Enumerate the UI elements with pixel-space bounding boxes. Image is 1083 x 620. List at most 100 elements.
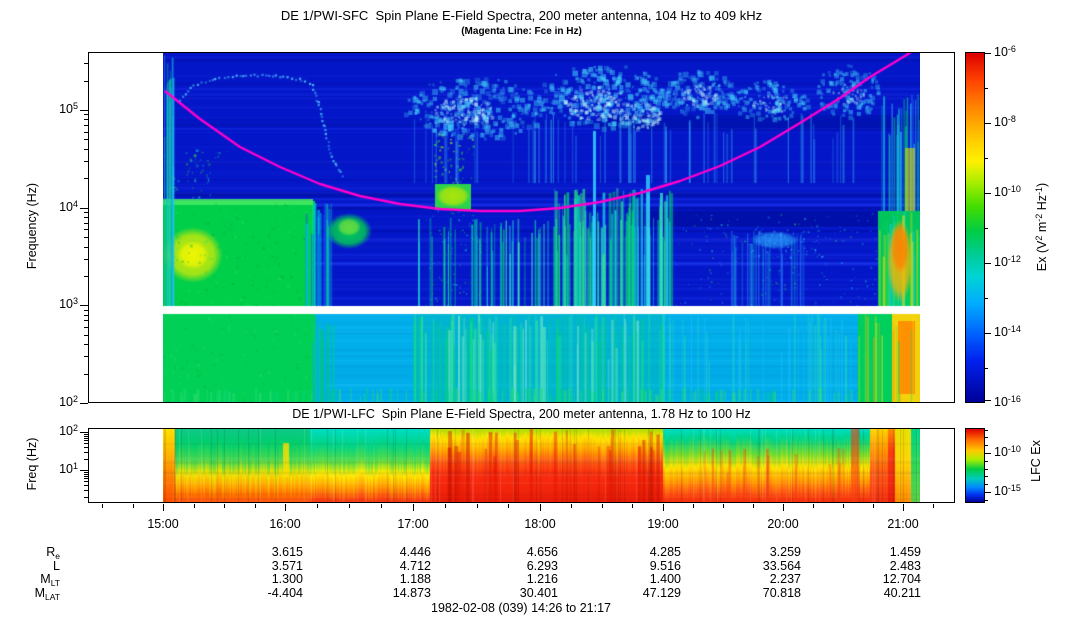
sfc-cbar-major-tick [984, 263, 991, 264]
time-minor-tick [193, 504, 195, 508]
time-minor-tick [570, 504, 572, 508]
time-major-tick [163, 504, 164, 511]
orbit-row-label: L [53, 559, 60, 573]
sfc-cbar-tick-label: 10-10 [994, 184, 1021, 199]
sfc-y-major-tick [80, 109, 88, 111]
orbit-value: 2.237 [769, 572, 801, 586]
lfc-y-minor-tick [84, 478, 88, 480]
sfc-y-minor-tick [84, 212, 88, 214]
footer-daterange: 1982-02-08 (039) 14:26 to 21:17 [431, 601, 611, 615]
time-tick-label: 15:00 [147, 517, 179, 531]
sfc-y-minor-tick [84, 246, 88, 248]
orbit-value: 4.712 [399, 559, 431, 573]
orbit-value: 9.516 [649, 559, 681, 573]
sfc-cbar-minor-tick [984, 368, 988, 369]
sfc-cbar-major-tick [984, 333, 991, 334]
sfc-cbar-tick-label: 10-8 [994, 114, 1016, 129]
orbit-value: 3.615 [271, 545, 303, 559]
time-tick-label: 20:00 [767, 517, 799, 531]
time-minor-tick [444, 504, 446, 508]
time-minor-tick [102, 504, 103, 508]
sfc-y-major-tick [80, 305, 88, 307]
sfc-y-minor-tick [84, 161, 88, 163]
sfc-cbar-major-tick [984, 400, 991, 401]
sfc-y-minor-tick [84, 356, 88, 358]
sfc-y-minor-tick [84, 373, 88, 375]
time-tick-label: 16:00 [269, 517, 301, 531]
time-tick-label: 19:00 [647, 517, 679, 531]
sfc-cbar-tick-label: 10-12 [994, 254, 1021, 269]
lfc-cbar-minor-tick [984, 429, 988, 431]
orbit-value: -4.404 [267, 586, 303, 600]
sfc-y-minor-tick [84, 258, 88, 260]
lfc-y-minor-tick [84, 435, 88, 437]
sfc-y-minor-tick [84, 80, 88, 82]
orbit-value: 1.188 [399, 572, 431, 586]
time-tick-label: 17:00 [397, 517, 429, 531]
orbit-value: 12.704 [882, 572, 921, 586]
orbit-value: 70.818 [762, 586, 801, 600]
time-minor-tick [843, 504, 844, 508]
orbit-row-label: MLT [40, 572, 60, 588]
lfc-cbar-minor-tick [984, 437, 988, 439]
sfc-cbar-major-tick [984, 123, 991, 124]
orbit-value: 4.446 [399, 545, 431, 559]
lfc-y-minor-tick [84, 447, 88, 449]
time-minor-tick [753, 504, 754, 508]
lfc-y-major-tick [80, 432, 88, 433]
orbit-value: 1.300 [271, 572, 303, 586]
sfc-y-minor-tick [84, 275, 88, 277]
sfc-y-tick-label: 102 [59, 394, 78, 409]
sfc-y-minor-tick [84, 222, 88, 224]
sfc-y-minor-tick [84, 314, 88, 316]
lfc-cbar-minor-tick [984, 445, 988, 447]
lfc-y-tick-label: 101 [59, 461, 78, 476]
orbit-value: 1.216 [526, 572, 558, 586]
orbit-value: 14.873 [392, 586, 431, 600]
lfc-colorbar-label: LFC Ex [1029, 440, 1043, 482]
sfc-colorbar [965, 52, 985, 403]
lfc-y-minor-tick [84, 451, 88, 453]
orbit-value: 4.285 [649, 545, 681, 559]
sfc-y-minor-tick [84, 229, 88, 231]
lfc-y-minor-tick [84, 496, 88, 498]
sfc-cbar-major-tick [984, 193, 991, 194]
sfc-subtitle: (Magenta Line: Fce in Hz) [461, 26, 582, 37]
time-minor-tick [381, 504, 382, 508]
time-tick-label: 18:00 [524, 517, 556, 531]
lfc-plot-frame [88, 428, 955, 503]
time-minor-tick [476, 504, 478, 508]
sfc-cbar-minor-tick [984, 88, 988, 89]
sfc-cbar-tick-label: 10-16 [994, 394, 1021, 409]
lfc-colorbar [965, 428, 985, 503]
sfc-y-minor-tick [84, 344, 88, 346]
orbit-value: 3.571 [271, 559, 303, 573]
sfc-y-minor-tick [84, 114, 88, 116]
sfc-cbar-minor-tick [984, 298, 988, 299]
sfc-cbar-major-tick [984, 53, 991, 54]
time-minor-tick [224, 504, 225, 508]
sfc-cbar-tick-label: 10-6 [994, 44, 1016, 59]
lfc-y-minor-tick [84, 443, 88, 445]
lfc-y-minor-tick [84, 481, 88, 483]
time-minor-tick [349, 504, 350, 508]
lfc-cbar-tick-label: 10-10 [994, 444, 1021, 459]
sfc-y-minor-tick [84, 326, 88, 328]
sfc-colorbar-label: Ex (V2 m-2 Hz-1) [1034, 182, 1049, 272]
time-major-tick [285, 504, 286, 511]
sfc-cbar-tick-label: 10-14 [994, 324, 1021, 339]
orbit-value: 47.129 [642, 586, 681, 600]
sfc-y-minor-tick [84, 131, 88, 133]
lfc-cbar-minor-tick [984, 476, 988, 478]
lfc-y-major-tick [80, 470, 88, 471]
lfc-cbar-minor-tick [984, 460, 988, 462]
lfc-y-minor-tick [84, 433, 88, 435]
orbit-value: 33.564 [762, 559, 801, 573]
sfc-cbar-minor-tick [984, 158, 988, 159]
sfc-y-minor-tick [84, 217, 88, 219]
lfc-y-minor-tick [84, 458, 88, 460]
orbit-value: 1.459 [889, 545, 921, 559]
sfc-y-minor-tick [84, 320, 88, 322]
sfc-y-tick-label: 105 [59, 100, 78, 116]
